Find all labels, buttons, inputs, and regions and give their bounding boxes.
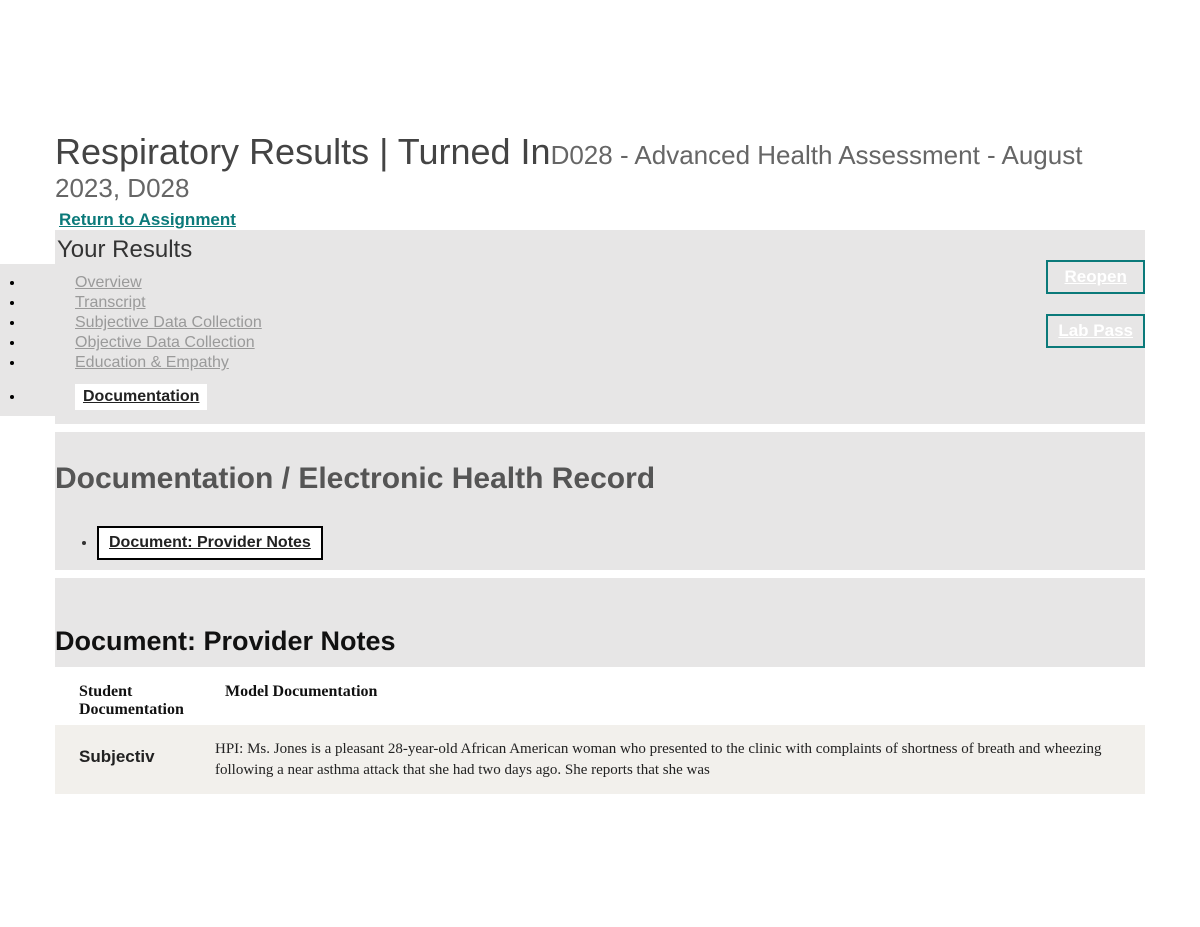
nav-link-documentation[interactable]: Documentation (75, 384, 207, 410)
results-nav: Overview Transcript Subjective Data Coll… (0, 264, 1090, 416)
col-header-model: Model Documentation (205, 677, 1145, 707)
nav-item-transcript: Transcript (25, 294, 1090, 312)
nav-item-documentation: Documentation (25, 384, 1090, 410)
document-subtitle: Document: Provider Notes (55, 578, 1145, 667)
nav-link-education[interactable]: Education & Empathy (75, 354, 229, 371)
nav-link-transcript[interactable]: Transcript (75, 294, 146, 311)
lab-pass-button[interactable]: Lab Pass (1046, 314, 1145, 348)
return-to-assignment-link[interactable]: Return to Assignment (59, 210, 236, 230)
nav-item-overview: Overview (25, 274, 1090, 292)
nav-link-objective[interactable]: Objective Data Collection (75, 334, 255, 351)
documentation-table: Student Documentation Model Documentatio… (55, 677, 1145, 794)
nav-link-overview[interactable]: Overview (75, 274, 142, 291)
your-results-heading: Your Results (55, 236, 1145, 264)
doc-tab-item: Document: Provider Notes (97, 526, 1145, 560)
table-row: Subjectiv HPI: Ms. Jones is a pleasant 2… (55, 725, 1145, 794)
cell-student-subjective: Subjectiv (55, 733, 205, 773)
results-panel: Your Results Reopen Lab Pass Overview Tr… (55, 230, 1145, 424)
page-title-main: Respiratory Results | Turned In (55, 131, 551, 172)
page-title-block: Respiratory Results | Turned InD028 - Ad… (55, 130, 1145, 204)
nav-item-objective: Objective Data Collection (25, 334, 1090, 352)
provider-notes-tab[interactable]: Document: Provider Notes (97, 526, 323, 560)
col-header-student: Student Documentation (55, 677, 205, 725)
nav-link-subjective[interactable]: Subjective Data Collection (75, 314, 262, 331)
document-tab-area: Document: Provider Notes (55, 508, 1145, 570)
section-title: Documentation / Electronic Health Record (55, 432, 1145, 508)
nav-item-subjective: Subjective Data Collection (25, 314, 1090, 332)
cell-model-subjective: HPI: Ms. Jones is a pleasant 28-year-old… (205, 733, 1145, 786)
table-header-row: Student Documentation Model Documentatio… (55, 677, 1145, 725)
reopen-button[interactable]: Reopen (1046, 260, 1145, 294)
nav-item-education: Education & Empathy (25, 354, 1090, 372)
